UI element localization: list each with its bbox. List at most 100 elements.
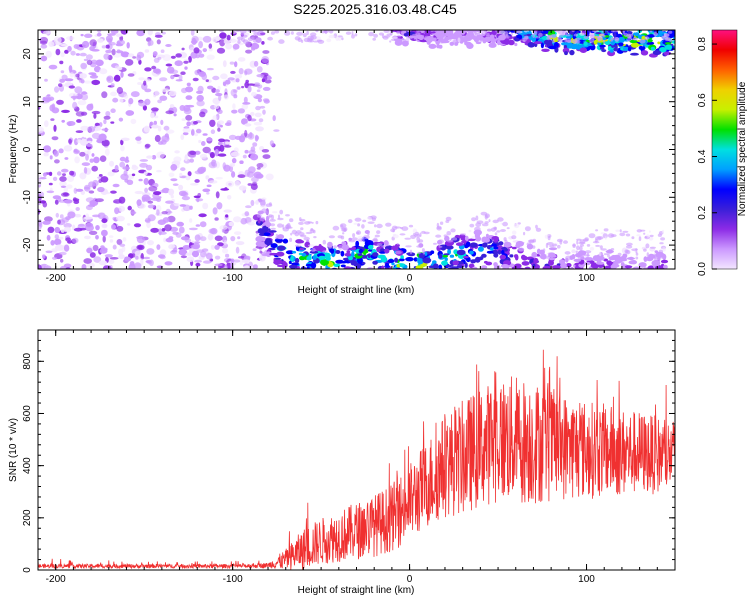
noise-blob: [194, 150, 201, 155]
ridge-blob-upper: [519, 23, 527, 26]
noise-blob: [101, 45, 107, 49]
noise-blob: [243, 96, 248, 104]
noise-blob: [91, 132, 101, 139]
ridge-blob-lower: [620, 279, 627, 285]
ridge-blob-lower: [421, 271, 428, 275]
ridge-blob-lower: [303, 276, 308, 279]
noise-blob: [75, 111, 85, 117]
ridge-blob-lower: [357, 253, 363, 256]
noise-blob: [198, 71, 207, 77]
colorbar-tick-label: 0.6: [697, 93, 708, 107]
ridge-blob-upper: [485, 30, 488, 31]
ridge-blob-lower: [564, 279, 572, 281]
ridge-blob-upper: [460, 21, 466, 26]
ridge-blob-upper: [413, 25, 421, 29]
ridge-blob-upper: [392, 21, 396, 27]
ridge-blob-lower: [394, 257, 399, 263]
ridge-blob-upper: [451, 21, 459, 27]
noise-blob: [181, 87, 188, 94]
ridge-halo-blob: [625, 245, 633, 249]
noise-blob: [116, 215, 125, 222]
ridge-blob-upper: [484, 36, 492, 43]
ridge-blob-lower: [539, 279, 544, 284]
ridge-halo-blob: [362, 219, 367, 223]
ridge-blob-upper: [582, 24, 590, 29]
noise-blob: [167, 210, 173, 214]
noise-blob: [86, 59, 93, 66]
noise-blob: [184, 154, 188, 162]
noise-blob: [89, 252, 96, 258]
upper-halo-blob: [622, 31, 625, 35]
ridge-halo-blob: [313, 229, 316, 234]
ridge-blob-upper: [630, 42, 640, 48]
ridge-blob-lower: [566, 267, 575, 269]
noise-blob: [206, 54, 215, 60]
noise-blob: [205, 79, 209, 82]
ridge-blob-lower: [367, 253, 371, 259]
noise-blob: [43, 152, 49, 157]
ridge-blob-lower: [620, 262, 625, 267]
ridge-blob-lower: [320, 259, 329, 266]
ridge-halo-blob: [622, 230, 629, 233]
ridge-blob-upper: [488, 42, 497, 48]
ridge-blob-upper: [526, 27, 535, 30]
noise-blob: [229, 163, 235, 167]
noise-blob: [125, 59, 134, 66]
noise-blob: [75, 73, 80, 78]
ridge-blob-upper: [435, 25, 441, 28]
noise-blob: [232, 103, 236, 110]
noise-blob: [132, 56, 137, 59]
upper-halo-blob: [465, 34, 470, 39]
snr-xtick-label: 0: [407, 574, 413, 585]
noise-blob: [64, 78, 74, 82]
noise-blob: [57, 219, 61, 225]
noise-blob: [179, 105, 186, 111]
noise-blob: [43, 145, 52, 153]
ridge-blob-upper: [495, 17, 503, 20]
ridge-blob-lower: [262, 225, 269, 232]
ridge-blob-lower: [534, 272, 539, 274]
noise-blob: [124, 256, 132, 262]
noise-blob: [195, 54, 200, 59]
upper-halo-blob: [649, 30, 653, 33]
noise-blob: [119, 243, 126, 247]
upper-halo-blob: [351, 31, 354, 36]
ridge-halo-blob: [274, 236, 280, 240]
ridge-blob-upper: [416, 22, 424, 25]
upper-halo-blob: [559, 34, 565, 37]
noise-blob: [234, 231, 242, 236]
noise-blob: [54, 86, 60, 93]
noise-blob: [208, 180, 218, 184]
ridge-blob-lower: [524, 278, 531, 282]
colorbar-tick-label: 0.4: [697, 149, 708, 163]
upper-halo-blob: [668, 30, 673, 34]
noise-blob: [79, 138, 89, 146]
noise-blob: [147, 204, 155, 209]
noise-blob: [242, 154, 247, 159]
colorbar-tick-label: 0.2: [697, 205, 708, 219]
ridge-blob-lower: [398, 258, 405, 262]
ridge-blob-upper: [427, 24, 432, 28]
noise-blob: [261, 56, 270, 64]
ridge-blob-lower: [628, 275, 637, 279]
noise-blob: [245, 49, 253, 54]
noise-blob: [63, 199, 73, 204]
noise-blob: [124, 159, 130, 163]
ridge-blob-upper: [588, 30, 592, 33]
noise-blob: [110, 91, 117, 97]
noise-blob: [68, 138, 72, 144]
ridge-blob-lower: [392, 246, 399, 251]
ridge-blob-lower: [639, 270, 648, 275]
ridge-blob-lower: [364, 240, 374, 247]
noise-blob: [255, 105, 261, 111]
noise-blob: [161, 211, 168, 215]
noise-blob: [156, 151, 166, 159]
ridge-halo-blob: [603, 253, 609, 256]
ridge-blob-lower: [453, 249, 459, 255]
noise-blob: [215, 191, 220, 199]
noise-blob: [247, 114, 252, 122]
noise-blob: [40, 55, 48, 62]
noise-blob: [45, 50, 52, 58]
ridge-blob-lower: [415, 265, 424, 269]
noise-blob: [130, 118, 137, 125]
